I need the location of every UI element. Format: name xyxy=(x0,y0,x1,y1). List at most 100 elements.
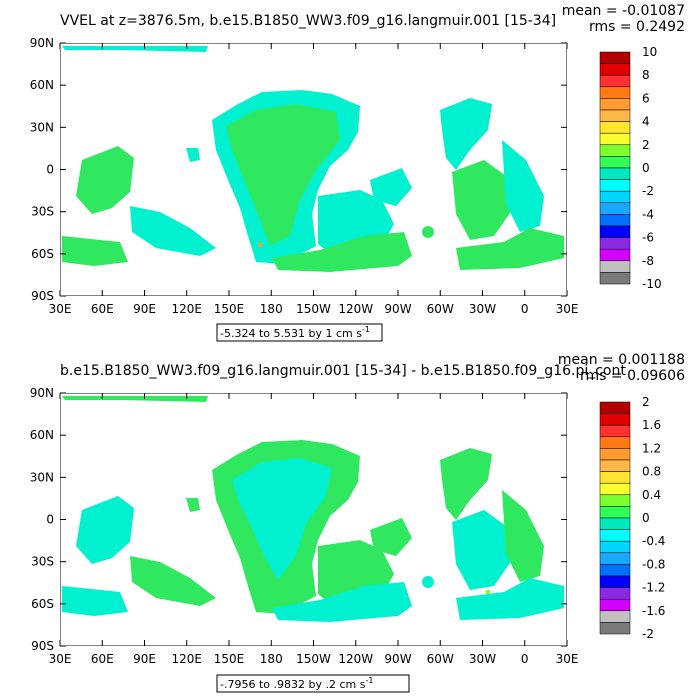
x-tick-label: 30E xyxy=(49,302,72,316)
y-tick-label: 0 xyxy=(46,163,54,177)
colorbar-swatch xyxy=(599,540,631,554)
y-tick-label: 90S xyxy=(31,639,54,653)
y-tick-label: 30N xyxy=(30,470,54,484)
panel-2-contour-exp: -1 xyxy=(365,676,373,685)
colorbar-swatch xyxy=(599,272,631,285)
panel-2-map xyxy=(60,393,567,646)
colorbar-swatch xyxy=(599,74,631,88)
panel-1-field-isolated-cell xyxy=(422,226,434,238)
x-tick-label: 60W xyxy=(427,302,454,316)
colorbar-swatch xyxy=(599,506,631,519)
colorbar-swatch xyxy=(599,413,631,426)
colorbar-swatch xyxy=(599,167,631,180)
panel-2-field-isolated-cell xyxy=(422,576,434,588)
colorbar-label: 0.8 xyxy=(642,465,661,479)
colorbar-swatch xyxy=(599,622,631,635)
colorbar-label: -2 xyxy=(642,184,654,198)
panel-2-colorbar: 2 1.6 1.2 0.8 0.4 0 -0.4 -0.8 -1.2 -1.6 -2 xyxy=(599,395,665,641)
panel-2-field-gulf xyxy=(370,518,412,556)
panel-2-field-east-indian xyxy=(186,498,200,512)
colorbar-label: 1.2 xyxy=(642,441,661,455)
panel-1-field-atlantic-north xyxy=(440,98,492,170)
colorbar-label: 8 xyxy=(642,68,650,82)
x-tick-label: 30E xyxy=(556,652,579,666)
colorbar-label: -0.8 xyxy=(642,557,665,571)
y-tick-label: 90N xyxy=(30,36,54,50)
colorbar-swatch xyxy=(599,86,631,99)
panel-1-field-east-indian xyxy=(186,148,200,162)
colorbar-swatch xyxy=(599,144,631,157)
colorbar-swatch xyxy=(599,214,631,227)
x-tick-label: 150W xyxy=(296,652,331,666)
colorbar-label: -10 xyxy=(642,277,662,291)
colorbar-swatch xyxy=(599,598,631,612)
colorbar-swatch xyxy=(599,63,631,76)
colorbar-label: 10 xyxy=(642,45,657,59)
y-tick-label: 60S xyxy=(31,597,54,611)
panel-2-field-atlantic-north xyxy=(440,448,492,520)
panel-2-field-south-indian xyxy=(130,556,216,606)
panel-1-y-axis: 90N 60N 30N 0 30S 60S 90S xyxy=(30,36,567,303)
colorbar-label: 0.4 xyxy=(642,488,661,502)
colorbar-swatch xyxy=(599,109,631,122)
colorbar-swatch xyxy=(599,436,631,449)
colorbar-label: 0 xyxy=(642,161,650,175)
x-tick-label: 60W xyxy=(427,652,454,666)
panel-1-field-atlantic-east xyxy=(502,140,544,232)
panel-2-title: b.e15.B1850_WW3.f09_g16.langmuir.001 [15… xyxy=(60,363,626,379)
y-tick-label: 30N xyxy=(30,120,54,134)
colorbar-swatch xyxy=(599,459,631,472)
colorbar-swatch xyxy=(599,121,631,134)
x-tick-label: 180 xyxy=(260,302,283,316)
panel-1-rms: rms = 0.2492 xyxy=(589,19,685,35)
colorbar-swatch xyxy=(599,529,631,542)
panel-1-contour-info: -5.324 to 5.531 by 1 cm s xyxy=(220,327,362,340)
svg-text:-5.324 to 5.531 by 1 cm s-1: -5.324 to 5.531 by 1 cm s-1 xyxy=(220,325,370,340)
x-tick-label: 90E xyxy=(133,302,156,316)
panel-1-ocean-field xyxy=(62,46,564,272)
panel-2: b.e15.B1850_WW3.f09_g16.langmuir.001 [15… xyxy=(30,352,685,693)
colorbar-label: -8 xyxy=(642,254,654,268)
panel-2-field-polar-strip xyxy=(62,396,208,402)
colorbar-swatch xyxy=(599,51,631,64)
colorbar-swatch xyxy=(599,448,631,461)
y-tick-label: 30S xyxy=(31,555,54,569)
colorbar-swatch xyxy=(599,517,631,530)
colorbar-swatch xyxy=(599,610,631,623)
panel-1-contour-info-box: -5.324 to 5.531 by 1 cm s-1 xyxy=(216,323,383,342)
panel-1-field-south-indian xyxy=(130,206,216,256)
panel-2-field-pacific-cyan xyxy=(232,458,332,580)
panel-1-x-axis: 30E 60E 90E 120E 150E 180 150W 120W 90W 60W 30W 0 30… xyxy=(49,43,579,316)
panel-2-field-indian xyxy=(76,496,134,564)
x-tick-label: 150E xyxy=(214,652,245,666)
x-tick-label: 90W xyxy=(384,652,411,666)
y-tick-label: 90S xyxy=(31,289,54,303)
panel-2-ocean-field xyxy=(62,396,564,622)
x-tick-label: 30E xyxy=(556,302,579,316)
colorbar-label: -0.4 xyxy=(642,534,665,548)
panel-1-field-pacific-green xyxy=(226,104,340,246)
colorbar-label: 4 xyxy=(642,115,650,129)
colorbar-swatch xyxy=(599,190,631,204)
y-tick-label: 90N xyxy=(30,386,54,400)
colorbar-label: -2 xyxy=(642,627,654,641)
x-tick-label: 120E xyxy=(172,302,203,316)
y-tick-label: 60N xyxy=(30,78,54,92)
x-tick-label: 30E xyxy=(49,652,72,666)
colorbar-label: 0 xyxy=(642,511,650,525)
panel-1-field-sw-band xyxy=(62,236,128,266)
panel-2-field-atlantic-mid xyxy=(452,510,512,590)
colorbar-swatch xyxy=(599,260,631,273)
panel-2-rms: rms = 0.09606 xyxy=(580,368,685,384)
colorbar-swatch xyxy=(599,237,631,250)
colorbar-swatch xyxy=(599,401,631,414)
colorbar-label: -1.6 xyxy=(642,604,665,618)
colorbar-swatch xyxy=(599,552,631,565)
x-tick-label: 0 xyxy=(521,652,529,666)
panel-1-field-polar-strip xyxy=(62,46,208,52)
x-tick-label: 150W xyxy=(296,302,331,316)
x-tick-label: 30W xyxy=(469,652,496,666)
x-tick-label: 120W xyxy=(338,302,373,316)
svg-text:-.7956 to .9832 by .2 cm s-1: -.7956 to .9832 by .2 cm s-1 xyxy=(220,676,373,691)
colorbar-swatch xyxy=(599,587,631,600)
